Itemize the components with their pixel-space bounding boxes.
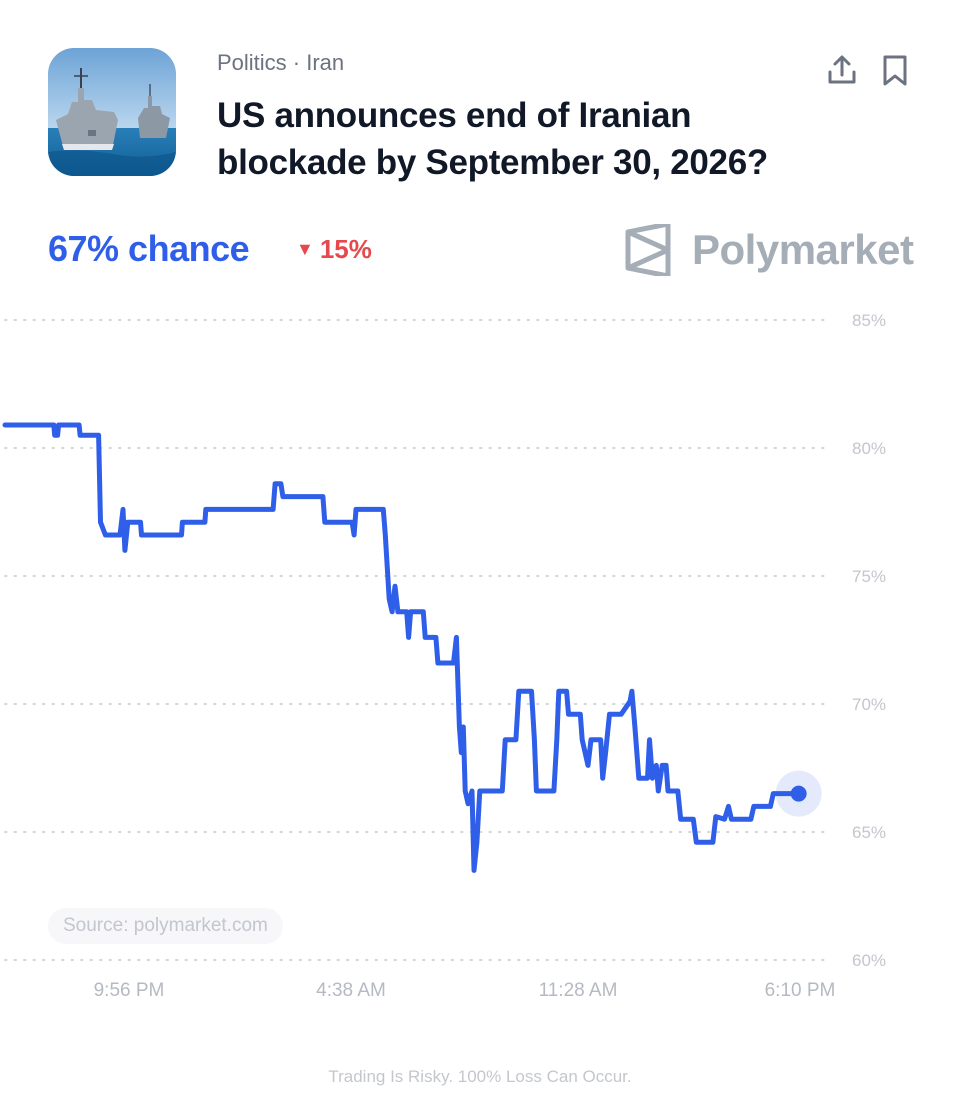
price-chart: 85% 80% 75% 70% 65% 60% 9:56 PM 4:38 AM 11:28 A… (2, 311, 886, 1001)
down-triangle-icon: ▼ (296, 239, 314, 259)
change-badge: ▼ 15% (296, 234, 372, 265)
share-icon (828, 55, 856, 84)
market-title: US announces end of Iranian blockade by … (217, 96, 768, 182)
market-category[interactable]: Politics · Iran (217, 50, 345, 75)
x-tick-label: 4:38 AM (316, 980, 386, 1001)
polymarket-logo-icon (625, 224, 671, 276)
source-label: Source: polymarket.com (48, 908, 283, 944)
x-tick-label: 9:56 PM (94, 980, 165, 1001)
change-value: 15% (319, 234, 372, 264)
y-tick-label: 70% (852, 695, 886, 714)
chart-grid (4, 319, 831, 961)
current-point (790, 785, 807, 802)
series-line (2, 422, 802, 873)
warships-image (48, 48, 176, 176)
market-thumbnail (48, 48, 176, 176)
chance-value: 67% chance (48, 228, 250, 269)
y-tick-label: 80% (852, 439, 886, 458)
y-axis-ticks: 85% 80% 75% 70% 65% 60% (852, 311, 886, 970)
y-tick-label: 75% (852, 567, 886, 586)
x-axis-ticks: 9:56 PM 4:38 AM 11:28 AM 6:10 PM (94, 980, 836, 1001)
x-tick-label: 6:10 PM (765, 980, 836, 1001)
share-button[interactable] (824, 52, 860, 88)
bookmark-button[interactable] (877, 52, 913, 88)
risk-disclaimer: Trading Is Risky. 100% Loss Can Occur. (328, 1067, 632, 1086)
y-tick-label: 60% (852, 951, 886, 970)
brand-watermark: Polymarket (624, 224, 914, 276)
x-tick-label: 11:28 AM (539, 980, 618, 1001)
y-tick-label: 85% (852, 311, 886, 330)
bookmark-icon (883, 55, 907, 86)
y-tick-label: 65% (852, 823, 886, 842)
brand-name: Polymarket (692, 226, 914, 273)
